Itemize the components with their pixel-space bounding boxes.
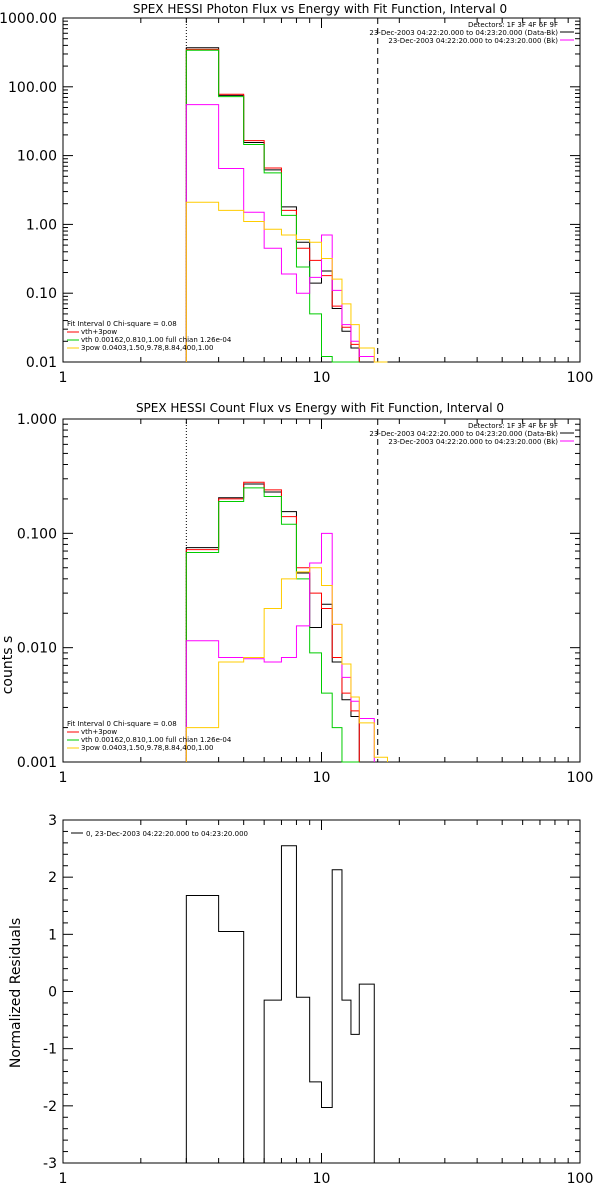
y-tick-label: 3 bbox=[48, 813, 57, 829]
count-flux-ylabel-partial: counts s bbox=[0, 636, 16, 695]
y-tick-label: 100.00 bbox=[8, 80, 57, 96]
plot-frame-2 bbox=[62, 819, 581, 1164]
histogram-series-0 bbox=[185, 483, 360, 762]
x-tick-label: 1 bbox=[59, 770, 68, 786]
y-tick-label: 10.00 bbox=[17, 149, 57, 165]
header-line: 23-Dec-2003 04:22:20.000 to 04:23:20.000… bbox=[369, 29, 558, 37]
histogram-series-2 bbox=[185, 49, 360, 363]
x-tick-label: 10 bbox=[313, 370, 331, 386]
x-tick-label: 1 bbox=[59, 370, 68, 386]
photon-flux-title: SPEX HESSI Photon Flux vs Energy with Fi… bbox=[133, 2, 507, 16]
y-tick-label: -2 bbox=[43, 1099, 57, 1115]
y-tick-label: 1 bbox=[48, 927, 57, 943]
header-line: Detectors: 1F 3F 4F 6F 9F bbox=[468, 21, 558, 29]
histogram-series-4 bbox=[185, 201, 388, 363]
x-tick-label: 100 bbox=[567, 370, 594, 386]
histogram-series-0 bbox=[185, 845, 375, 1164]
histogram-series-2 bbox=[185, 487, 360, 763]
header-line: Detectors: 1F 3F 4F 6F 9F bbox=[468, 422, 558, 430]
count-flux-plot: SPEX HESSI Count Flux vs Energy with Fit… bbox=[0, 401, 593, 786]
x-tick-label: 1 bbox=[59, 1171, 68, 1187]
x-tick-label: 10 bbox=[313, 1171, 331, 1187]
fit-legend-text: vth+3pow bbox=[81, 728, 117, 736]
header-line: 23-Dec-2003 04:22:20.000 to 04:23:20.000… bbox=[369, 430, 558, 438]
fit-legend-text: 3pow 0.0403,1.50,9.78,8.84,400,1.00 bbox=[81, 344, 213, 352]
y-tick-label: 2 bbox=[48, 870, 57, 886]
photon-flux-plot: SPEX HESSI Photon Flux vs Energy with Fi… bbox=[0, 2, 593, 386]
y-tick-label: 1.000 bbox=[17, 412, 57, 428]
y-tick-label: 0 bbox=[48, 985, 57, 1001]
y-tick-label: 0.001 bbox=[17, 755, 57, 771]
x-tick-label: 100 bbox=[567, 1171, 594, 1187]
header-line: 23-Dec-2003 04:22:20.000 to 04:23:20.000… bbox=[388, 37, 558, 45]
y-tick-label: 0.01 bbox=[26, 355, 57, 371]
fit-legend-text: vth 0.00162,0.810,1.00 full chian 1.26e-… bbox=[81, 336, 232, 344]
x-tick-label: 100 bbox=[567, 770, 594, 786]
y-tick-label: 0.100 bbox=[17, 526, 57, 542]
plot-frame-0 bbox=[62, 17, 581, 363]
histogram-series-0 bbox=[185, 47, 360, 362]
fit-legend-text: Fit Interval 0 Chi-square = 0.08 bbox=[67, 320, 177, 328]
residuals-ylabel: Normalized Residuals bbox=[8, 918, 24, 1068]
fit-legend-text: Fit Interval 0 Chi-square = 0.08 bbox=[67, 720, 177, 728]
count-flux-title: SPEX HESSI Count Flux vs Energy with Fit… bbox=[136, 401, 504, 415]
y-tick-label: -1 bbox=[43, 1042, 57, 1058]
histogram-series-1 bbox=[185, 481, 360, 762]
fit-legend-text: vth 0.00162,0.810,1.00 full chian 1.26e-… bbox=[81, 736, 232, 744]
residuals-plot: Normalized Residuals 1 10 100 -3 -2 -1 0 1 2 3 0, … bbox=[8, 813, 593, 1187]
y-tick-label: 1.00 bbox=[26, 217, 57, 233]
fit-legend-text: vth+3pow bbox=[81, 328, 117, 336]
histogram-series-3 bbox=[185, 104, 375, 362]
y-tick-label: 0.10 bbox=[26, 286, 57, 302]
y-tick-label: 1000.00 bbox=[0, 11, 57, 27]
plot-frame-1 bbox=[62, 418, 581, 763]
histogram-series-1 bbox=[185, 48, 360, 362]
histogram-series-4 bbox=[185, 567, 388, 762]
residual-legend-text: 0, 23-Dec-2003 04:22:20.000 to 04:23:20.… bbox=[86, 830, 248, 838]
x-tick-label: 10 bbox=[313, 770, 331, 786]
header-line: 23-Dec-2003 04:22:20.000 to 04:23:20.000… bbox=[388, 438, 558, 446]
y-tick-label: -3 bbox=[43, 1156, 57, 1172]
y-tick-label: 0.010 bbox=[17, 641, 57, 657]
fit-legend-text: 3pow 0.0403,1.50,9.78,8.84,400,1.00 bbox=[81, 744, 213, 752]
